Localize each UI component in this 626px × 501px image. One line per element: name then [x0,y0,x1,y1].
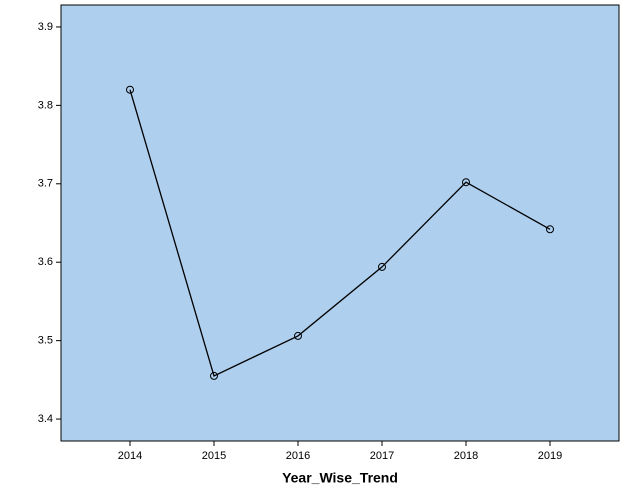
data-point [126,85,134,94]
x-tick-label: 2016 [286,450,310,462]
x-tick-label: 2017 [370,450,394,462]
y-tick-label: 3.5 [38,335,53,347]
x-tick-label: 2014 [118,450,142,462]
y-tick-label: 3.8 [38,99,53,111]
y-tick-label: 3.6 [38,256,53,268]
y-tick-label: 3.7 [38,178,53,190]
data-point [462,178,470,187]
data-point [210,371,218,380]
data-point [546,225,554,234]
data-point [378,262,386,271]
x-tick-label: 2015 [202,450,226,462]
y-tick-label: 3.9 [38,21,53,33]
plot-area [60,4,620,442]
x-axis-label: Year_Wise_Trend [282,470,398,486]
y-tick-label: 3.4 [38,413,53,425]
x-tick-label: 2019 [538,450,562,462]
x-tick-label: 2018 [454,450,478,462]
data-line [129,89,551,377]
data-point [294,331,302,340]
